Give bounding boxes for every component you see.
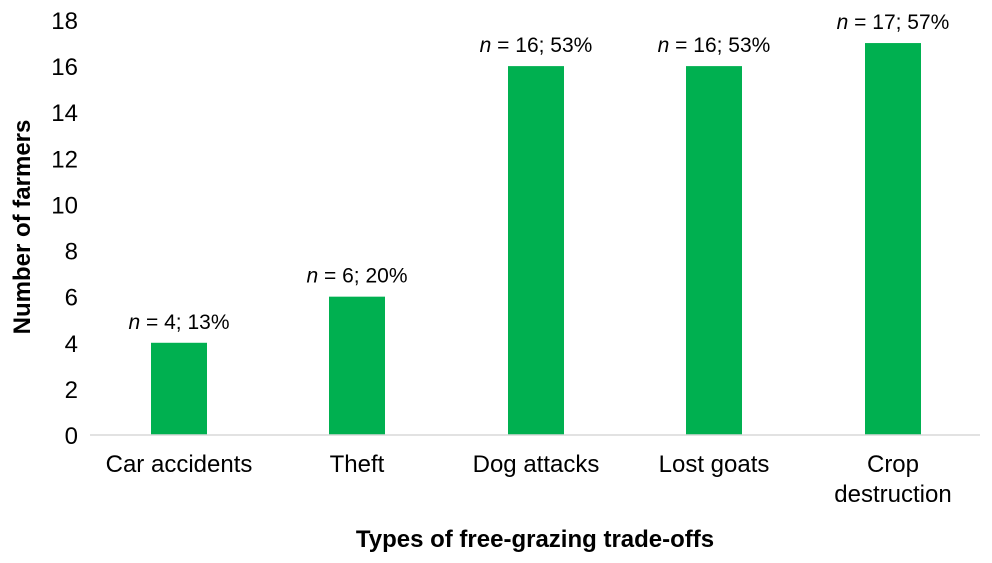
bar — [151, 342, 207, 435]
n-symbol: n — [837, 11, 849, 34]
bar — [508, 66, 564, 435]
x-axis-category-labels: Car accidents Theft Dog attacks Lost goats C… — [106, 451, 952, 508]
y-tick-label: 4 — [65, 331, 78, 358]
x-tick-label-line: Lost goats — [659, 451, 770, 478]
n-symbol: n — [129, 311, 141, 334]
n-symbol: n — [480, 34, 492, 57]
bars — [151, 43, 921, 436]
bar — [865, 43, 921, 436]
x-tick-label-line: destruction — [834, 481, 951, 508]
x-tick-label-line: Car accidents — [106, 451, 253, 478]
n-symbol: n — [658, 34, 670, 57]
bar-data-label: n = 16; 53% — [480, 34, 593, 57]
y-tick-label: 16 — [51, 54, 78, 81]
data-labels: n = 4; 13%n = 6; 20%n = 16; 53% n = 16; 5… — [129, 11, 950, 334]
y-tick-label: 14 — [51, 100, 78, 127]
y-tick-label: 18 — [51, 8, 78, 35]
x-tick-label: Dog attacks — [473, 451, 600, 478]
bar-data-label: n = 6; 20% — [307, 265, 408, 288]
n-value-text: = 17; 57% — [848, 11, 949, 34]
n-value-text: = 16; 53% — [491, 34, 592, 57]
n-symbol: n — [307, 265, 319, 288]
y-axis-ticks: 0 2 4 6 8 10 12 14 16 18 — [51, 8, 78, 450]
bar-data-label: n = 17; 57% — [837, 11, 950, 34]
y-tick-label: 6 — [65, 285, 78, 312]
x-tick-label-line: Crop — [867, 451, 919, 478]
bar-data-label: n = 4; 13% — [129, 311, 230, 334]
y-tick-label: 0 — [65, 423, 78, 450]
bar — [329, 296, 385, 435]
x-tick-label-line: Dog attacks — [473, 451, 600, 478]
bar-data-label: n = 16; 53% — [658, 34, 771, 57]
y-tick-label: 2 — [65, 377, 78, 404]
n-value-text: = 16; 53% — [669, 34, 770, 57]
n-value-text: = 4; 13% — [140, 311, 229, 334]
x-tick-label: Lost goats — [659, 451, 770, 478]
x-tick-label: Crop destruction — [834, 451, 951, 508]
n-value-text: = 6; 20% — [318, 265, 407, 288]
x-tick-label: Car accidents — [106, 451, 253, 478]
x-axis-title: Types of free-grazing trade-offs — [356, 526, 714, 553]
bar — [686, 66, 742, 435]
x-tick-label: Theft — [330, 451, 385, 478]
y-axis-title: Number of farmers — [9, 120, 36, 335]
y-tick-label: 10 — [51, 192, 78, 219]
y-tick-label: 12 — [51, 146, 78, 173]
y-tick-label: 8 — [65, 239, 78, 266]
x-tick-label-line: Theft — [330, 451, 385, 478]
